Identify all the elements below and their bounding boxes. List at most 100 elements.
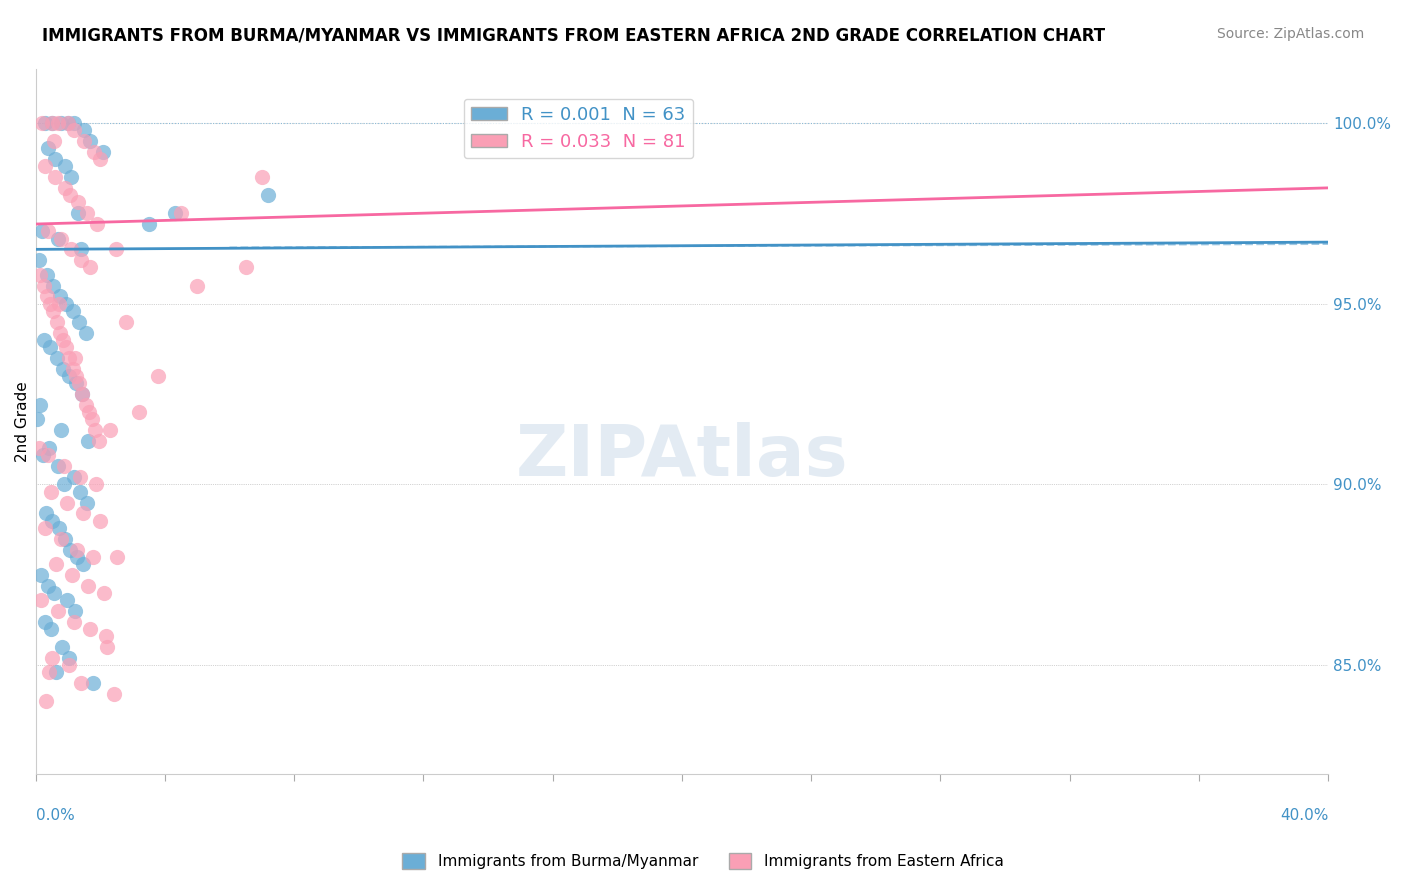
Point [34, 615, 56, 629]
Point [41, 116, 63, 130]
Point [32, 333, 55, 347]
Point [67, 315, 90, 329]
Point [52, 333, 75, 347]
Point [39, 622, 62, 636]
Point [49, 532, 72, 546]
Point [105, 549, 128, 564]
Point [128, 405, 150, 419]
Point [56, 593, 79, 607]
Point [38, 442, 60, 456]
Point [63, 116, 86, 130]
Point [58, 651, 80, 665]
Point [32, 278, 55, 293]
Point [62, 470, 84, 484]
Point [83, 145, 105, 159]
Point [44, 152, 66, 166]
Point [31, 449, 53, 463]
Point [115, 315, 138, 329]
Point [31, 224, 53, 238]
Point [31, 116, 53, 130]
Point [39, 340, 62, 354]
Point [35, 289, 58, 303]
Point [30, 567, 52, 582]
Point [46, 116, 69, 130]
Point [59, 188, 82, 202]
Point [42, 278, 65, 293]
Point [58, 351, 80, 365]
Point [49, 423, 72, 437]
Point [76, 206, 98, 220]
Point [45, 351, 67, 365]
Point [35, 507, 58, 521]
Point [34, 521, 56, 535]
Point [37, 224, 59, 238]
Point [45, 315, 67, 329]
Point [53, 459, 76, 474]
Point [39, 484, 62, 499]
Point [66, 206, 89, 220]
Point [163, 206, 186, 220]
Point [35, 694, 58, 708]
Point [30, 593, 52, 607]
Point [79, 134, 101, 148]
Point [56, 116, 79, 130]
Legend: R = 0.001  N = 63, R = 0.033  N = 81: R = 0.001 N = 63, R = 0.033 N = 81 [464, 99, 693, 158]
Point [49, 289, 72, 303]
Point [93, 586, 115, 600]
Point [53, 477, 76, 491]
Point [70, 676, 93, 690]
Point [77, 434, 100, 448]
Point [96, 640, 118, 655]
Point [67, 376, 90, 391]
Point [66, 549, 89, 564]
Point [41, 116, 63, 130]
Point [63, 604, 86, 618]
Point [46, 604, 69, 618]
Point [186, 278, 208, 293]
Point [56, 116, 79, 130]
Point [60, 243, 83, 257]
Point [49, 326, 72, 340]
Point [66, 542, 89, 557]
Point [250, 169, 273, 184]
Point [58, 658, 80, 673]
Point [82, 676, 104, 690]
Point [76, 495, 98, 509]
Point [60, 567, 83, 582]
Text: IMMIGRANTS FROM BURMA/MYANMAR VS IMMIGRANTS FROM EASTERN AFRICA 2ND GRADE CORREL: IMMIGRANTS FROM BURMA/MYANMAR VS IMMIGRA… [42, 27, 1105, 45]
Point [84, 423, 107, 437]
Point [73, 134, 96, 148]
Point [45, 557, 67, 571]
Point [39, 296, 62, 310]
Point [51, 116, 73, 130]
Point [44, 586, 66, 600]
Point [51, 231, 73, 245]
Point [62, 361, 84, 376]
Point [30, 268, 52, 282]
Point [55, 296, 77, 310]
Point [103, 687, 125, 701]
Point [25, 412, 48, 426]
Point [77, 405, 100, 419]
Point [89, 152, 111, 166]
Point [66, 195, 89, 210]
Point [73, 123, 96, 137]
Point [53, 159, 76, 173]
Point [41, 514, 63, 528]
Point [72, 387, 94, 401]
Point [30, 398, 52, 412]
Point [56, 495, 79, 509]
Point [52, 361, 75, 376]
Point [69, 484, 91, 499]
Point [69, 470, 91, 484]
Point [84, 477, 107, 491]
Point [46, 459, 69, 474]
Point [86, 217, 108, 231]
Point [82, 412, 104, 426]
Point [55, 340, 77, 354]
Point [94, 629, 117, 643]
Point [37, 449, 59, 463]
Point [65, 376, 87, 391]
Point [42, 303, 65, 318]
Point [41, 651, 63, 665]
